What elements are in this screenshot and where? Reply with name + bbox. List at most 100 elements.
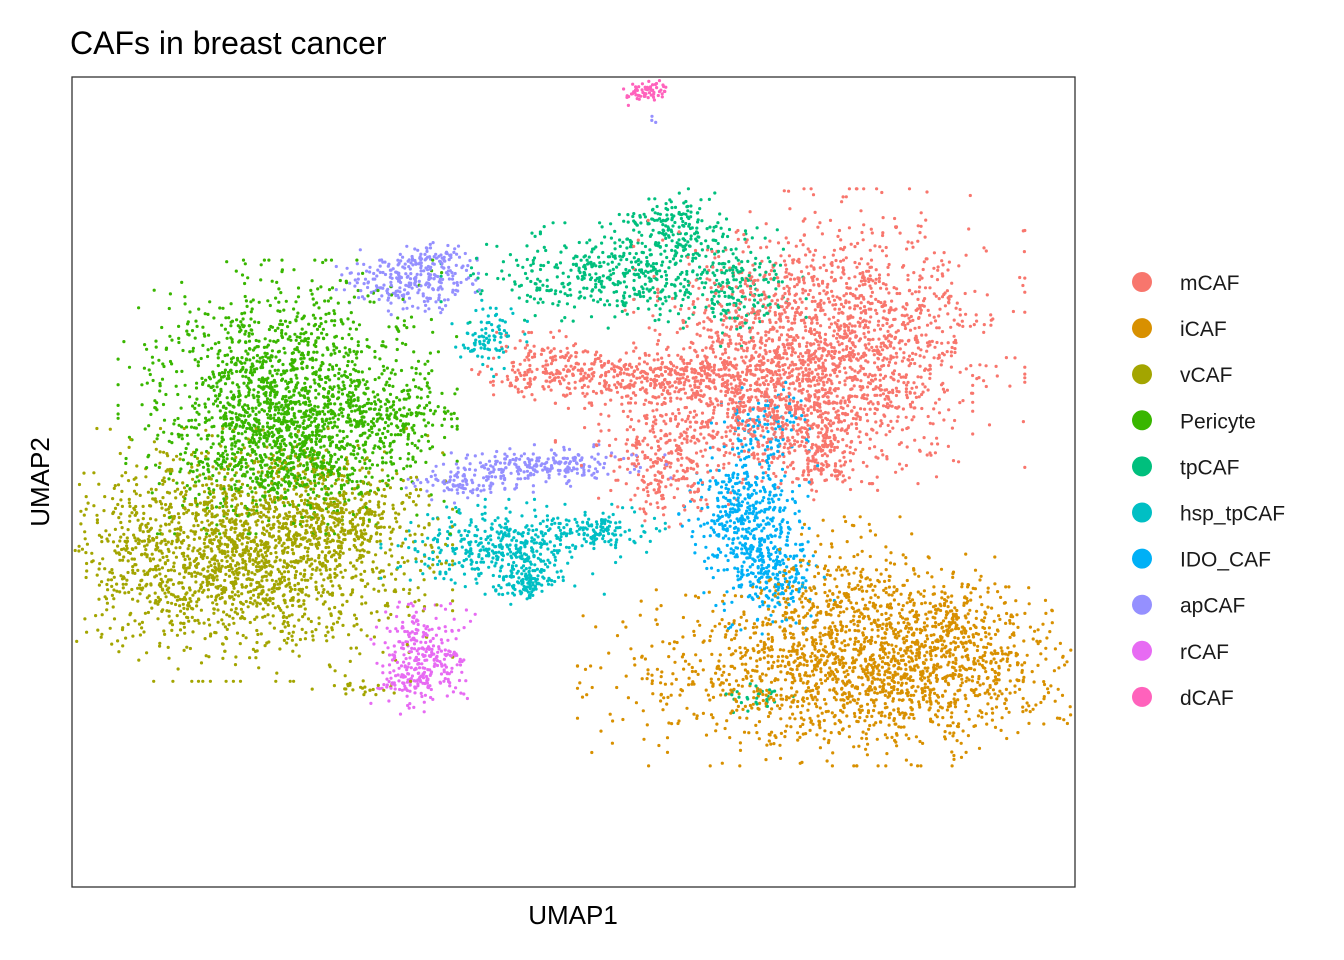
point-mCAF (648, 383, 653, 388)
point-iCAF (1011, 622, 1016, 626)
point-iCAF (993, 651, 998, 656)
point-Pericyte (160, 325, 164, 330)
point-Pericyte (232, 437, 236, 441)
point-vCAF (360, 595, 364, 599)
point-iCAF (999, 646, 1003, 650)
point-iCAF (966, 612, 970, 616)
point-Pericyte (181, 348, 185, 353)
point-vCAF (121, 626, 125, 630)
point-mCAF (842, 272, 846, 276)
point-tpCAF (602, 260, 606, 264)
point-iCAF (858, 692, 862, 696)
point-Pericyte (162, 364, 166, 369)
point-vCAF (301, 470, 305, 474)
point-IDO_CAF (711, 576, 715, 580)
point-iCAF (881, 656, 886, 660)
point-mCAF (848, 322, 852, 326)
point-apCAF (517, 472, 521, 476)
point-vCAF (201, 483, 205, 487)
point-mCAF (725, 325, 729, 329)
point-mCAF (685, 477, 689, 481)
point-mCAF (866, 262, 870, 266)
point-tpCAF (510, 288, 514, 292)
point-Pericyte (384, 345, 388, 349)
point-mCAF (792, 413, 796, 417)
point-mCAF (843, 399, 847, 403)
point-apCAF (396, 258, 400, 262)
point-hsp_tpCAF (623, 530, 627, 534)
point-Pericyte (161, 402, 166, 407)
point-Pericyte (333, 335, 337, 339)
point-iCAF (999, 595, 1003, 600)
point-mCAF (607, 414, 611, 418)
point-Pericyte (226, 467, 230, 471)
point-vCAF (381, 650, 385, 654)
point-vCAF (158, 572, 162, 576)
point-mCAF (649, 401, 654, 405)
point-rCAF (473, 612, 477, 616)
point-vCAF (339, 530, 343, 534)
point-vCAF (301, 520, 305, 524)
point-apCAF (446, 243, 450, 248)
point-Pericyte (332, 323, 336, 327)
point-apCAF (447, 277, 451, 281)
point-tpCAF (689, 204, 693, 208)
point-mCAF (908, 328, 913, 332)
point-mCAF (525, 343, 529, 347)
point-Pericyte (240, 356, 244, 360)
point-vCAF (112, 617, 117, 621)
point-mCAF (919, 375, 923, 379)
point-IDO_CAF (752, 506, 756, 510)
point-apCAF (419, 481, 423, 485)
point-tpCAF (578, 290, 582, 294)
point-mCAF (815, 379, 819, 383)
point-mCAF (851, 315, 855, 319)
point-iCAF (976, 644, 980, 648)
point-vCAF (354, 617, 358, 621)
point-rCAF (419, 691, 423, 696)
point-vCAF (161, 496, 165, 500)
point-vCAF (419, 488, 423, 492)
point-vCAF (244, 565, 248, 569)
point-vCAF (353, 496, 357, 500)
point-vCAF (133, 619, 137, 623)
point-mCAF (766, 382, 770, 387)
point-iCAF (641, 709, 645, 713)
point-mCAF (702, 369, 707, 373)
point-Pericyte (295, 376, 299, 380)
point-tpCAF (731, 290, 735, 294)
point-Pericyte (383, 402, 387, 406)
point-mCAF (732, 378, 737, 382)
point-mCAF (830, 356, 834, 360)
point-iCAF (958, 668, 962, 672)
point-Pericyte (297, 399, 301, 404)
point-vCAF (230, 498, 234, 502)
point-vCAF (190, 615, 194, 620)
point-vCAF (195, 604, 199, 608)
point-hsp_tpCAF (497, 543, 501, 547)
point-Pericyte (250, 332, 254, 336)
point-tpCAF (664, 236, 668, 240)
point-vCAF (286, 636, 290, 641)
point-mCAF (826, 411, 830, 415)
point-mCAF (641, 374, 645, 378)
point-tpCAF (525, 276, 529, 280)
point-tpCAF (603, 303, 607, 307)
point-mCAF (743, 282, 747, 286)
point-apCAF (415, 272, 419, 276)
point-iCAF (969, 598, 973, 602)
point-iCAF (905, 634, 909, 639)
point-mCAF (819, 306, 823, 310)
point-mCAF (616, 505, 620, 509)
point-vCAF (131, 634, 135, 638)
point-iCAF (673, 660, 677, 664)
point-Pericyte (116, 416, 120, 420)
point-rCAF (457, 628, 461, 632)
point-vCAF (127, 497, 131, 501)
point-hsp_tpCAF (545, 518, 550, 522)
point-iCAF (997, 678, 1001, 682)
point-vCAF (237, 594, 241, 598)
point-hsp_tpCAF (607, 515, 611, 519)
point-mCAF (853, 307, 857, 311)
point-tpCAF (718, 212, 722, 216)
